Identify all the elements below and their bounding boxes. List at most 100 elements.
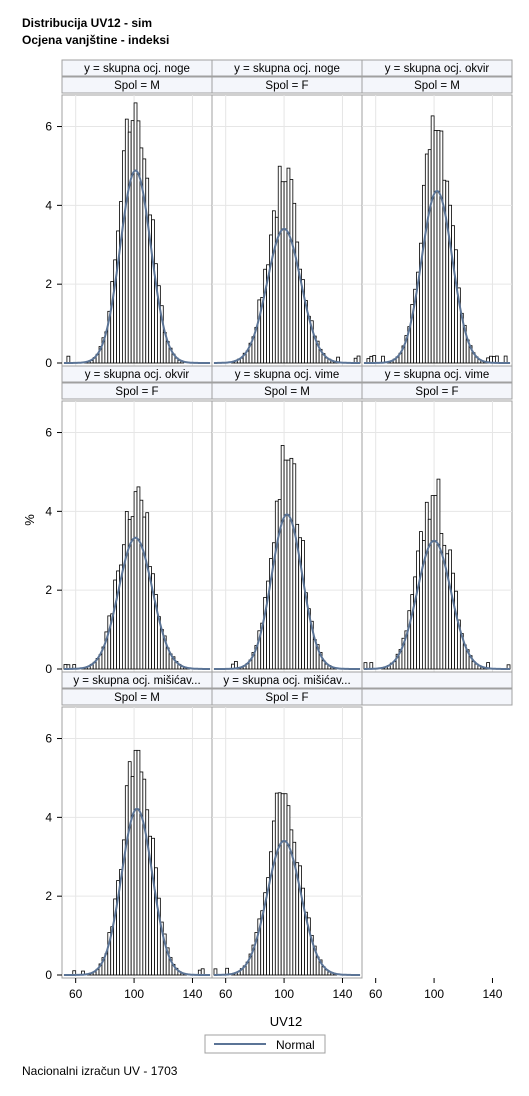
histogram-bars (72, 749, 205, 976)
normal-curve (64, 807, 210, 976)
histogram-bars (66, 102, 185, 364)
histogram-bar (133, 749, 138, 976)
histogram-bar (124, 511, 129, 670)
histogram-bar (283, 793, 288, 976)
x-tick-label: 100 (424, 987, 444, 1001)
histogram-bar (280, 793, 285, 976)
x-axis-title: UV12 (270, 1014, 303, 1029)
histogram-bar (124, 785, 129, 976)
panel-header-y (361, 59, 513, 77)
histogram-bar (151, 837, 155, 976)
histogram-bars (63, 486, 190, 670)
footnote: Nacionalni izračun UV - 1703 (22, 1064, 178, 1078)
panel-header-spol-label: Spol = M (264, 386, 310, 398)
histogram-bars (366, 115, 508, 364)
histogram-bar (136, 749, 141, 976)
histogram-bar (448, 549, 452, 670)
panel-header-y-label: y = skupna ocj. noge (84, 63, 190, 75)
histogram-bar (451, 572, 455, 670)
normal-curve (214, 513, 360, 670)
histogram-bars (363, 478, 511, 670)
x-tick-label: 60 (69, 987, 83, 1001)
panel-header-y-label: y = skupna ocj. mišićav... (73, 675, 200, 687)
panel-header-spol-label: Spol = F (415, 386, 458, 398)
histogram-bar (424, 153, 429, 364)
histogram-bar (289, 457, 294, 670)
panel-header-empty (361, 688, 513, 706)
histogram-bar (286, 805, 291, 976)
histogram-bar (283, 459, 288, 670)
histogram-bar (436, 478, 441, 670)
histogram-bar (421, 184, 426, 364)
histogram-bar (127, 761, 132, 976)
normal-curve (64, 536, 210, 670)
x-tick-label: 140 (182, 987, 202, 1001)
y-tick-label: 6 (45, 732, 52, 746)
histogram-bar (448, 204, 452, 364)
panel-header-y-label: y = skupna ocj. vime (235, 369, 340, 381)
histogram-bars (231, 165, 361, 364)
histogram-bar (439, 130, 444, 364)
histogram-bar (154, 867, 158, 976)
histogram-bar (139, 771, 144, 976)
histogram-bar (271, 210, 276, 364)
histogram-bar (430, 495, 435, 670)
histogram-bar (454, 249, 458, 364)
y-tick-label: 0 (45, 968, 52, 982)
panel-header-spol-label: Spol = M (414, 80, 460, 92)
histogram-bar (413, 576, 417, 670)
histogram-bar (113, 579, 117, 670)
histogram-bar (445, 180, 450, 364)
panel-header-spol (361, 76, 513, 94)
histogram-bar (433, 495, 438, 670)
histogram-bar (286, 167, 291, 364)
chart-subtitle: Ocjena vanjštine - indeksi (22, 33, 170, 47)
panel-header-spol-label: Spol = F (265, 692, 308, 704)
panel-header-spol (361, 382, 513, 400)
histogram-bar (286, 459, 291, 670)
histogram-bar (136, 486, 141, 670)
histogram-bar (274, 500, 279, 670)
chart-title: Distribucija UV12 - sim (22, 16, 153, 30)
panel-header-empty (361, 671, 513, 689)
y-tick-label: 4 (45, 198, 52, 212)
panel-header-spol-label: Spol = M (114, 692, 160, 704)
panel-header-spol-label: Spol = F (265, 80, 308, 92)
histogram-bar (151, 219, 155, 364)
y-axis-title: % (22, 514, 37, 526)
x-tick-label: 140 (332, 987, 352, 1001)
y-tick-label: 6 (45, 120, 52, 134)
histogram-bar (292, 202, 297, 364)
histogram-bars (213, 792, 338, 976)
histogram-bar (142, 778, 147, 976)
panel-header-y (361, 365, 513, 383)
y-tick-label: 4 (45, 810, 52, 824)
x-tick-label: 140 (482, 987, 502, 1001)
histogram-bar (124, 118, 129, 364)
histogram-bar (292, 463, 297, 670)
histogram-bar (503, 355, 508, 364)
normal-curve (364, 189, 510, 364)
histogram-bar (454, 590, 458, 670)
histogram-bar (66, 355, 71, 364)
histogram-bar (416, 550, 420, 670)
histogram-bar (436, 130, 441, 364)
histogram-bar (130, 776, 135, 976)
x-tick-label: 100 (124, 987, 144, 1001)
histogram-bar (289, 179, 294, 364)
panel-header-y-label: y = skupna ocj. okvir (385, 63, 490, 75)
histogram-bar (139, 499, 144, 670)
histogram-bar (419, 531, 423, 670)
histogram-bar (277, 165, 282, 364)
histogram-bar (142, 516, 147, 670)
y-tick-label: 2 (45, 583, 52, 597)
x-tick-label: 60 (219, 987, 233, 1001)
panel-header-spol-label: Spol = M (114, 80, 160, 92)
histogram-bar (356, 355, 361, 364)
panel-header-y-label: y = skupna ocj. noge (234, 63, 340, 75)
histogram-bar (433, 130, 438, 364)
y-tick-label: 0 (45, 662, 52, 676)
histogram-bar (372, 355, 377, 364)
histogram-bar (130, 120, 135, 364)
histogram-bar (430, 115, 435, 364)
